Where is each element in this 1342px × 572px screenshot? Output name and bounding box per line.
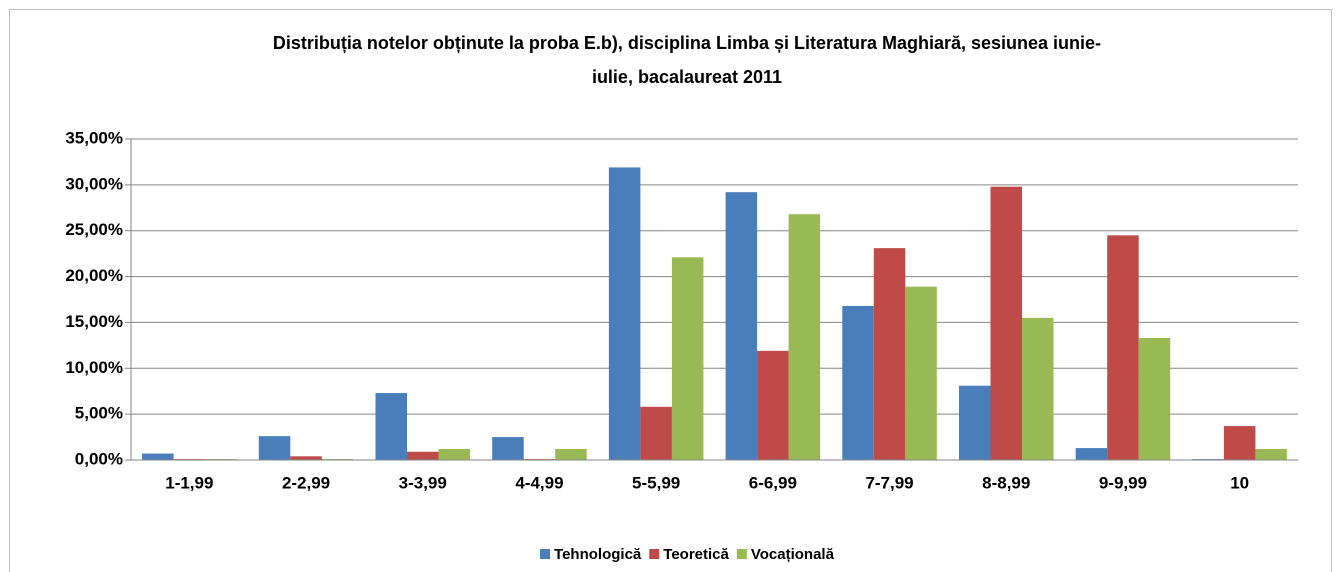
x-tick-label: 10 <box>1230 473 1249 492</box>
legend-swatch <box>736 549 747 559</box>
bar <box>640 406 672 460</box>
y-tick-label: 35,00% <box>65 128 123 147</box>
bar <box>142 453 174 460</box>
bar <box>608 167 641 460</box>
x-tick-label: 4-4,99 <box>515 473 563 492</box>
bar <box>1255 448 1287 460</box>
legend-swatch <box>540 549 551 559</box>
x-tick-label: 5-5,99 <box>632 473 680 492</box>
x-tick-label: 9-9,99 <box>1099 473 1147 492</box>
bar <box>671 257 704 460</box>
bar <box>1107 235 1139 460</box>
y-tick-label: 25,00% <box>65 220 123 239</box>
bar <box>990 186 1023 461</box>
y-tick-label: 15,00% <box>65 312 123 331</box>
bar <box>555 448 587 460</box>
chart-title: iulie, bacalaureat 2011 <box>592 67 782 87</box>
y-tick-label: 5,00% <box>75 404 123 423</box>
y-tick-label: 10,00% <box>65 358 123 377</box>
bar <box>406 451 439 460</box>
bar <box>438 448 471 460</box>
y-tick-label: 30,00% <box>65 174 123 193</box>
y-tick-label: 0,00% <box>75 449 123 468</box>
bar <box>873 248 906 460</box>
legend-label: Tehnologică <box>554 546 642 563</box>
bar <box>1223 426 1256 460</box>
x-tick-label: 7-7,99 <box>865 473 913 492</box>
legend-label: Teoretică <box>663 546 729 563</box>
x-tick-label: 1-1,99 <box>165 473 213 492</box>
x-tick-label: 3-3,99 <box>399 473 447 492</box>
legend-swatch <box>649 549 660 559</box>
bar <box>725 192 758 461</box>
x-tick-label: 6-6,99 <box>749 473 797 492</box>
bar <box>905 286 937 460</box>
bar <box>1075 448 1108 460</box>
bar <box>290 456 322 460</box>
bar <box>492 437 524 460</box>
y-tick-label: 20,00% <box>65 266 123 285</box>
bar <box>375 393 407 460</box>
legend-label: Vocațională <box>751 546 835 563</box>
bar <box>258 436 291 460</box>
bar <box>842 305 874 460</box>
bar <box>1022 317 1054 460</box>
bar <box>757 350 789 460</box>
bar <box>958 385 991 460</box>
chart-title: Distribuția notelor obținute la proba E.… <box>273 33 1101 53</box>
bar <box>788 214 821 460</box>
bar <box>1138 338 1171 460</box>
x-tick-label: 8-8,99 <box>982 473 1030 492</box>
x-tick-label: 2-2,99 <box>282 473 330 492</box>
